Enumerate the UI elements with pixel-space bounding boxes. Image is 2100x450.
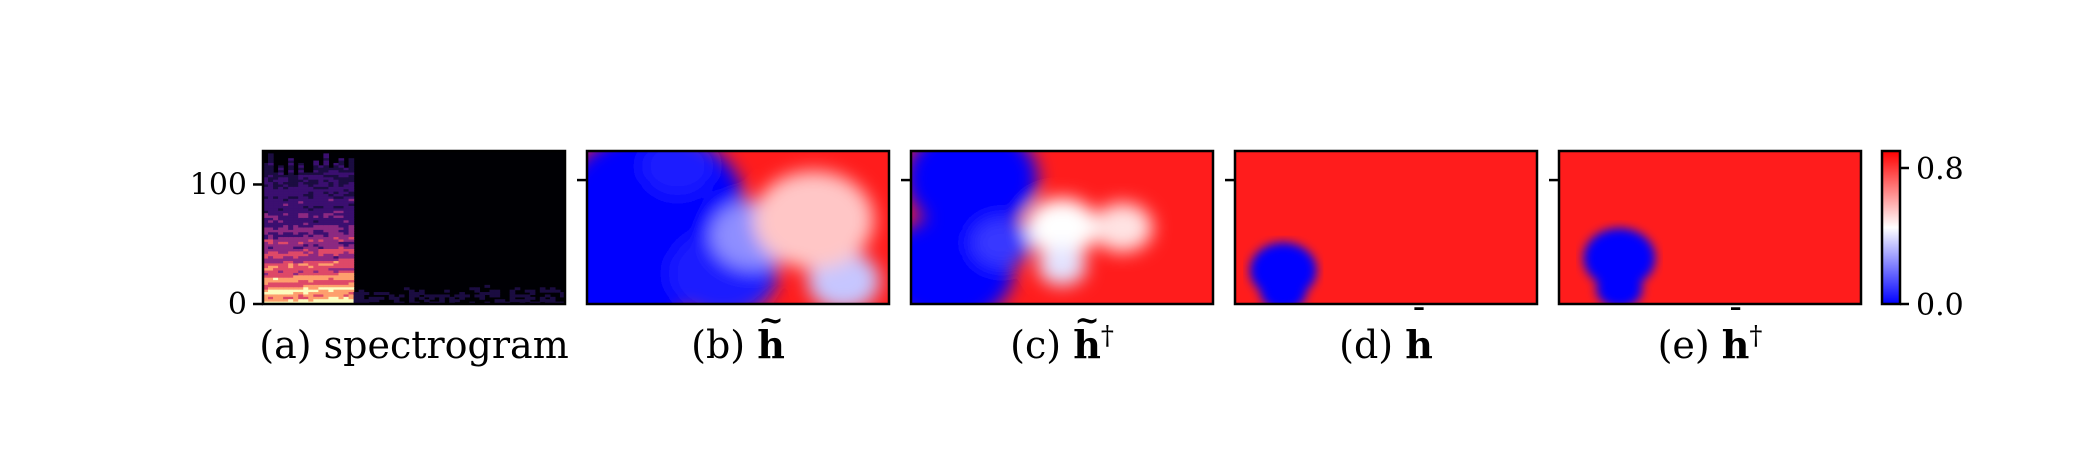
- heatmap-region-c-0: [911, 151, 1038, 233]
- heatmap-region-c-4: [1037, 246, 1087, 286]
- panel-c: (c) h†~: [901, 149, 1215, 367]
- caption-e: (e) h†: [1658, 321, 1763, 367]
- heatmap-image-a: [263, 151, 565, 304]
- caption-prefix-c: (c): [1010, 323, 1073, 367]
- heatmap-image-d: [1235, 151, 1537, 304]
- colorbar-tick-label-0: 0.0: [1916, 288, 1964, 323]
- heatmap-region-c-5: [1092, 203, 1153, 252]
- heatmap-region-e-1: [1596, 269, 1643, 304]
- caption-prefix-b: (b): [691, 323, 757, 367]
- caption-accent-e: ¯: [1728, 303, 1743, 338]
- heatmap-image-c: [911, 151, 1213, 304]
- caption-c: (c) h†: [1010, 321, 1114, 367]
- caption-dagger-e: †: [1749, 321, 1762, 351]
- caption-prefix-a: (a): [259, 323, 323, 367]
- axes-frame-c: [909, 149, 1215, 306]
- axes-frame-b: [585, 149, 891, 306]
- caption-symbol-c: h: [1073, 322, 1101, 367]
- caption-b: (b) h: [691, 322, 785, 367]
- caption-a: (a) spectrogram: [259, 323, 568, 367]
- y-tick-label-1: 100: [190, 167, 247, 202]
- caption-accent-d: ¯: [1412, 303, 1427, 338]
- heatmap-region-e-0: [1583, 228, 1656, 289]
- y-tick-label-0: 0: [228, 287, 247, 322]
- panel-a: 0 100 (a) spectrogram: [190, 149, 569, 367]
- heatmap-region-b-6: [753, 170, 874, 269]
- heatmap-region-c-2: [971, 218, 1032, 268]
- heatmap-image-e: [1559, 151, 1861, 304]
- axes-frame-d: [1233, 149, 1539, 306]
- caption-symbol-b: h: [757, 322, 785, 367]
- axes-frame-e: [1557, 149, 1863, 306]
- axes-frame-a: [261, 149, 567, 306]
- caption-accent-c: ~: [1074, 303, 1099, 338]
- colorbar-gradient: [1882, 151, 1900, 304]
- caption-dagger-c: †: [1101, 321, 1114, 351]
- colorbar-frame: [1880, 149, 1902, 306]
- heatmap-region-d-1: [1260, 272, 1307, 304]
- caption-symbol-e: h: [1722, 322, 1750, 367]
- caption-prefix-d: (d): [1339, 323, 1405, 367]
- panel-e: (e) h†¯: [1549, 149, 1863, 367]
- colorbar-tick-label-1: 0.8: [1916, 152, 1964, 187]
- caption-d: (d) h: [1339, 322, 1433, 367]
- heatmap-image-b: [587, 151, 889, 304]
- panel-d: (d) h¯: [1225, 149, 1539, 367]
- heatmap-region-c-3: [1025, 198, 1099, 257]
- panel-b: (b) h~: [577, 149, 891, 367]
- colorbar: 0.0 0.8: [1880, 149, 1964, 323]
- caption-symbol-d: h: [1405, 322, 1433, 367]
- caption-accent-b: ~: [758, 303, 783, 338]
- caption-text-a: spectrogram: [324, 323, 569, 367]
- caption-prefix-e: (e): [1658, 323, 1722, 367]
- heatmap-region-b-3: [641, 151, 714, 196]
- spectrogram-energy: [263, 153, 565, 304]
